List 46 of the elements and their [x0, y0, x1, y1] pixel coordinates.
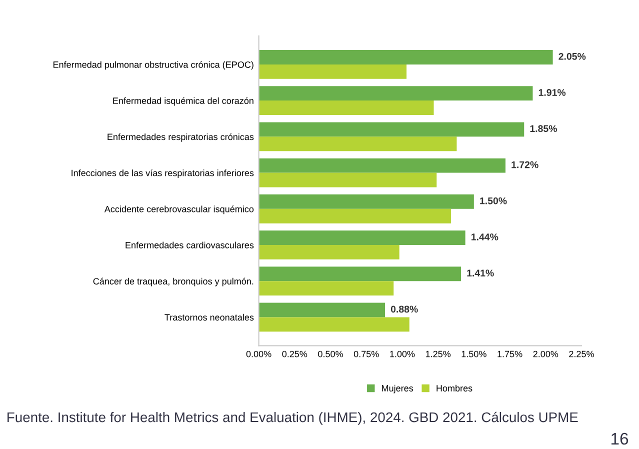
bar [258, 136, 457, 152]
bar [258, 266, 462, 282]
bar [258, 281, 394, 296]
y-tick-label: Infecciones de las vías respiratorias inferiores [72, 169, 254, 178]
y-tick-label: Cáncer de traquea, bronquios y pulmón. [93, 278, 254, 286]
bar [258, 208, 451, 224]
x-tick-label: 0.50% [318, 350, 343, 358]
x-tick-label: 2.25% [569, 350, 594, 358]
x-tick-label: 1.75% [498, 350, 522, 358]
x-tick-label: 1.00% [390, 350, 415, 358]
bar [258, 100, 434, 115]
y-tick-label: Trastornos neonatales [164, 314, 254, 321]
data-label: 1.44% [471, 234, 498, 240]
data-label: 1.85% [530, 125, 557, 132]
x-tick-label: 0.25% [282, 350, 308, 358]
data-label: 1.72% [512, 161, 538, 168]
x-tick-label: 0.00% [246, 350, 272, 358]
data-label: 1.41% [467, 270, 494, 276]
bar [258, 317, 410, 332]
x-tick-label: 1.50% [462, 350, 486, 358]
data-label: 0.88% [390, 306, 418, 313]
data-label: 1.50% [480, 197, 507, 204]
bar [258, 230, 466, 245]
x-tick-label: 2.00% [533, 350, 558, 358]
bar [258, 194, 474, 209]
y-tick-label: Enfermedad pulmonar obstructiva crónica (EPOC) [53, 61, 254, 70]
bar [258, 172, 437, 188]
data-label: 2.05% [558, 52, 586, 60]
source-note: Fuente. Institute for Health Metrics and Evaluation (IHME), 2024. GBD 2021. Cálculos UPME [8, 412, 578, 425]
bar [258, 86, 533, 101]
bar [258, 158, 506, 173]
legend-label: Hombres [436, 384, 472, 392]
y-tick-label: Enfermedades cardiovasculares [126, 242, 254, 248]
bar [258, 122, 524, 137]
y-tick-label: Enfermedad isquémica del corazón [113, 97, 254, 106]
bar [258, 244, 400, 260]
text: 16 [612, 432, 628, 445]
x-tick-label: 0.75% [354, 350, 379, 358]
bar [258, 50, 553, 64]
y-tick-label: Accidente cerebrovascular isquémico [104, 206, 254, 214]
bar [258, 302, 386, 318]
bar [258, 64, 407, 79]
legend-label: Mujeres [382, 384, 414, 394]
y-tick-label: Enfermedades respiratorias crónicas [108, 133, 254, 142]
x-tick-label: 1.25% [426, 350, 451, 358]
data-label: 1.91% [538, 89, 566, 96]
